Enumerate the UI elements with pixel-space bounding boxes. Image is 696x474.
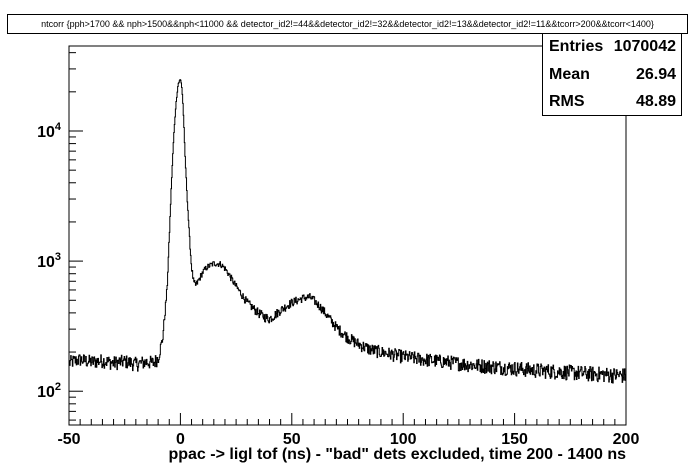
x-tick-label: 150 xyxy=(501,431,528,448)
y-tick-label: 103 xyxy=(37,251,61,271)
stats-mean-row: Mean 26.94 xyxy=(543,62,681,90)
x-tick-label: 200 xyxy=(613,431,640,448)
x-axis-ticks: -50 0 50 100 150 200 xyxy=(57,413,639,448)
stats-rms-label: RMS xyxy=(549,93,585,110)
stats-rms-value: 48.89 xyxy=(635,93,676,110)
stats-entries-label: Entries xyxy=(549,38,604,55)
stats-entries-value: 1070042 xyxy=(613,38,676,55)
x-axis-label: ppac -> ligl tof (ns) - "bad" dets exclu… xyxy=(168,446,626,463)
histogram-series xyxy=(69,79,626,384)
x-tick-label: -50 xyxy=(57,431,80,448)
stats-mean-label: Mean xyxy=(549,65,590,83)
y-tick-label: 102 xyxy=(37,381,61,401)
x-tick-label: 50 xyxy=(283,431,301,448)
y-axis-ticks: 102 103 104 xyxy=(37,52,83,421)
x-tick-label: 100 xyxy=(390,431,417,448)
y-tick-label: 104 xyxy=(37,121,62,141)
x-tick-label: 0 xyxy=(176,431,185,448)
stats-mean-value: 26.94 xyxy=(635,65,676,83)
chart-title: ntcorr {pph>1700 && nph>1500&&nph<11000 … xyxy=(7,14,688,34)
stats-rms-row: RMS 48.89 xyxy=(543,89,681,117)
stats-box: Entries 1070042 Mean 26.94 RMS 48.89 xyxy=(542,33,682,116)
stats-entries-row: Entries 1070042 xyxy=(543,34,681,62)
